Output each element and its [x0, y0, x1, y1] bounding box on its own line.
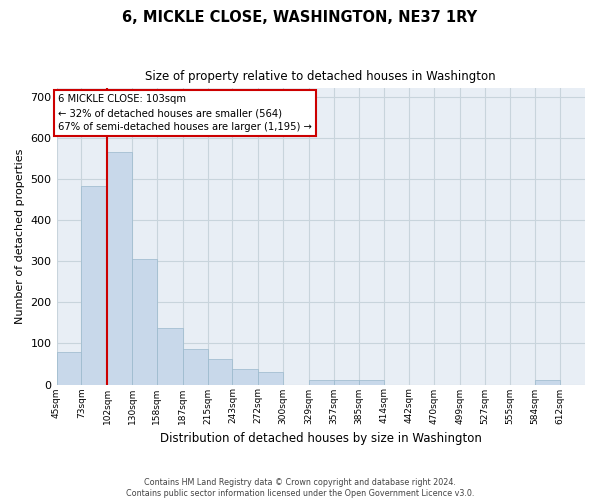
- Bar: [258, 372, 283, 384]
- Title: Size of property relative to detached houses in Washington: Size of property relative to detached ho…: [145, 70, 496, 83]
- Bar: [208, 359, 232, 384]
- Bar: [182, 348, 208, 384]
- Bar: [309, 380, 334, 384]
- Text: 6, MICKLE CLOSE, WASHINGTON, NE37 1RY: 6, MICKLE CLOSE, WASHINGTON, NE37 1RY: [122, 10, 478, 25]
- Text: Contains HM Land Registry data © Crown copyright and database right 2024.
Contai: Contains HM Land Registry data © Crown c…: [126, 478, 474, 498]
- Bar: [107, 152, 132, 384]
- Bar: [359, 380, 384, 384]
- Bar: [82, 186, 107, 384]
- Bar: [56, 352, 82, 384]
- Bar: [334, 380, 359, 384]
- Text: 6 MICKLE CLOSE: 103sqm
← 32% of detached houses are smaller (564)
67% of semi-de: 6 MICKLE CLOSE: 103sqm ← 32% of detached…: [58, 94, 312, 132]
- Bar: [132, 259, 157, 384]
- Bar: [232, 370, 258, 384]
- Bar: [157, 328, 182, 384]
- Y-axis label: Number of detached properties: Number of detached properties: [15, 148, 25, 324]
- X-axis label: Distribution of detached houses by size in Washington: Distribution of detached houses by size …: [160, 432, 482, 445]
- Bar: [535, 380, 560, 384]
